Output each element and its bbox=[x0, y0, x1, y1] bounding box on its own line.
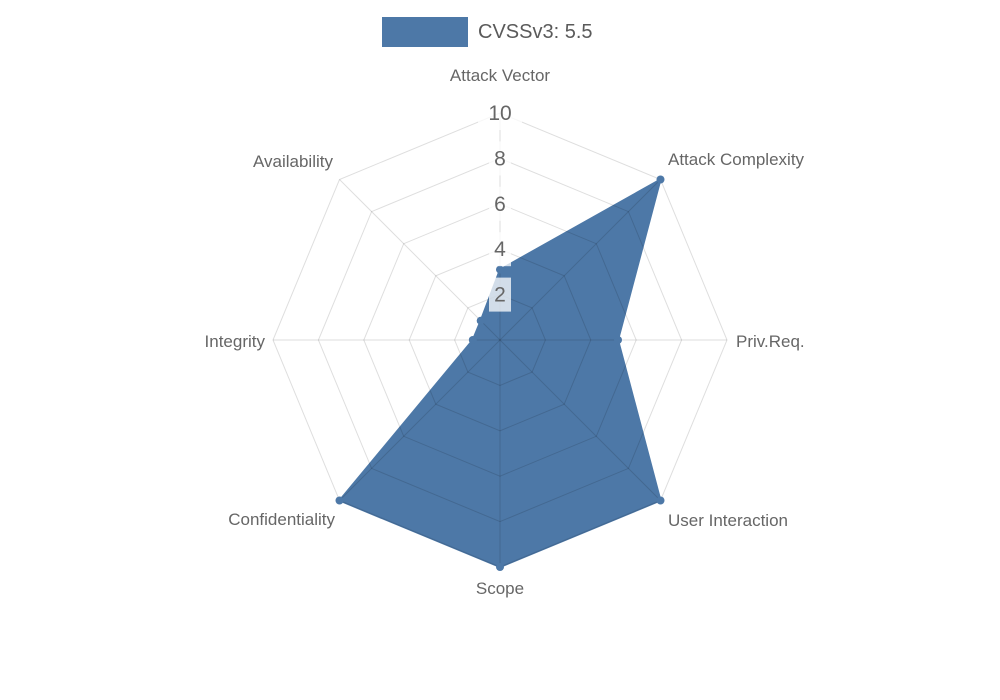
tick-label: 10 bbox=[488, 102, 511, 125]
data-point bbox=[614, 336, 622, 344]
legend-color-swatch bbox=[382, 17, 468, 47]
angle-line bbox=[499, 179, 661, 341]
grid-ring bbox=[408, 248, 592, 432]
legend-label: CVSSv3: 5.5 bbox=[478, 21, 593, 43]
tick-backdrop bbox=[489, 141, 511, 176]
tick-label: 2 bbox=[494, 284, 506, 307]
legend-item[interactable]: CVSSv3: 5.5 bbox=[382, 17, 593, 47]
data-point bbox=[656, 496, 665, 505]
axis-label: Integrity bbox=[205, 332, 266, 351]
tick-backdrop bbox=[489, 232, 511, 267]
grid-ring bbox=[454, 294, 546, 386]
tick-backdrop bbox=[489, 186, 511, 221]
data-point bbox=[476, 316, 485, 325]
angle-line bbox=[499, 339, 661, 501]
radial-axis-ticks: 2 4 6 8 10 bbox=[478, 96, 522, 312]
angle-line bbox=[339, 179, 501, 341]
angle-line bbox=[339, 339, 501, 501]
grid-ring bbox=[317, 157, 683, 523]
data-point bbox=[335, 496, 344, 505]
grid-ring bbox=[363, 203, 637, 477]
axis-label: Attack Vector bbox=[450, 66, 550, 85]
axis-label: Scope bbox=[476, 579, 524, 598]
tick-label: 6 bbox=[494, 193, 506, 216]
tick-backdrop bbox=[489, 277, 511, 312]
axis-label: User Interaction bbox=[668, 511, 788, 530]
data-point bbox=[656, 175, 665, 184]
tick-backdrop bbox=[478, 96, 522, 130]
tick-label: 8 bbox=[494, 147, 506, 170]
axis-label: Attack Complexity bbox=[668, 150, 805, 169]
tick-label: 4 bbox=[494, 238, 506, 261]
axis-labels-layer: Attack Vector Attack Complexity Priv.Req. U… bbox=[205, 66, 805, 598]
data-point bbox=[496, 563, 504, 571]
data-point bbox=[468, 336, 477, 344]
radar-point-markers bbox=[335, 175, 665, 571]
axis-label: Confidentiality bbox=[228, 510, 335, 529]
axis-label: Priv.Req. bbox=[736, 332, 805, 351]
axis-label: Availability bbox=[253, 152, 334, 171]
data-point bbox=[496, 265, 504, 274]
